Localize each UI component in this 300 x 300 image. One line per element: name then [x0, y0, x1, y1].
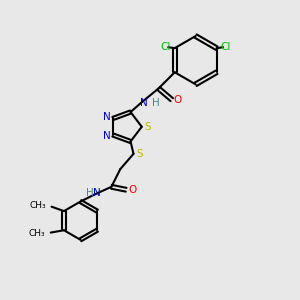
- Text: N: N: [103, 112, 111, 122]
- Text: N: N: [103, 131, 111, 142]
- Text: Cl: Cl: [221, 42, 231, 52]
- Text: H: H: [152, 98, 160, 108]
- Text: H: H: [86, 188, 94, 198]
- Text: O: O: [173, 94, 181, 105]
- Text: S: S: [137, 149, 143, 159]
- Text: CH₃: CH₃: [30, 201, 46, 210]
- Text: Cl: Cl: [160, 42, 170, 52]
- Text: O: O: [128, 185, 136, 195]
- Text: N: N: [93, 188, 101, 198]
- Text: S: S: [144, 122, 151, 132]
- Text: CH₃: CH₃: [29, 229, 45, 238]
- Text: N: N: [140, 98, 148, 108]
